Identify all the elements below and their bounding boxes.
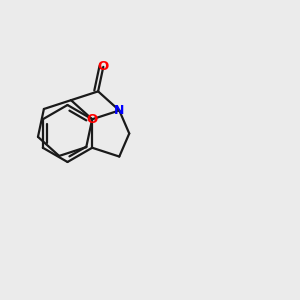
Text: O: O [98, 60, 109, 73]
Text: O: O [87, 113, 98, 126]
Text: N: N [114, 104, 124, 117]
